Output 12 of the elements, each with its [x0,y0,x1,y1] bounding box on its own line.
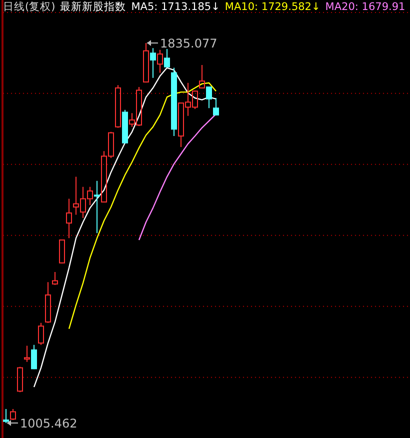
text: MA20: 1679.91 [325,1,406,13]
candlestick [94,180,100,234]
text: MA5: 1713.185↓ [131,1,220,13]
text: MA10: 1729.582↓ [224,1,320,13]
annotation: 1005.462 [20,416,78,430]
candlestick [24,345,30,362]
candlestick [66,198,72,239]
chart-title: 日线(复权) [3,0,56,13]
candlestick [150,48,156,78]
candlestick [171,67,177,137]
chart-subtitle: 最新新股指数 [60,0,126,13]
annotation: 1835.077 [160,36,218,50]
